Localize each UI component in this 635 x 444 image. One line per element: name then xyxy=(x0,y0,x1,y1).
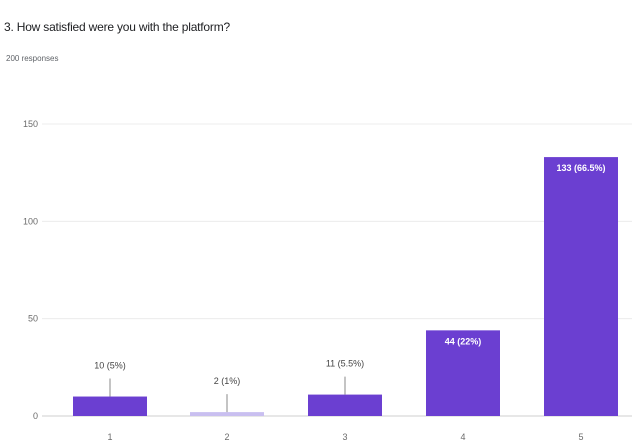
bar xyxy=(426,330,500,416)
x-tick-label: 5 xyxy=(578,432,583,442)
bar xyxy=(544,157,618,417)
data-labels: 10 (5%) 2 (1%) 11 (5.5%) 44 (22%) 133 (66.5%… xyxy=(94,163,605,386)
x-tick-label: 4 xyxy=(460,432,465,442)
y-tick-label: 0 xyxy=(33,411,38,421)
response-count: 200 responses xyxy=(6,54,59,63)
bar xyxy=(73,396,147,416)
bar xyxy=(308,394,382,416)
bars xyxy=(73,157,618,417)
data-label: 2 (1%) xyxy=(214,376,241,386)
question-title: 3. How satisfied were you with the platf… xyxy=(4,20,230,34)
data-label: 11 (5.5%) xyxy=(326,359,364,369)
y-axis-ticks: 0 50 100 150 xyxy=(23,119,38,421)
y-tick-label: 100 xyxy=(23,216,38,226)
bar xyxy=(190,412,264,416)
y-tick-label: 50 xyxy=(28,314,38,324)
x-tick-label: 2 xyxy=(224,432,229,442)
data-label: 10 (5%) xyxy=(94,361,126,371)
x-tick-label: 3 xyxy=(342,432,347,442)
x-tick-label: 1 xyxy=(107,432,112,442)
y-tick-label: 150 xyxy=(23,119,38,129)
x-axis-ticks: 1 2 3 4 5 xyxy=(107,432,583,442)
gridlines xyxy=(42,123,632,417)
data-label: 133 (66.5%) xyxy=(556,163,605,173)
data-label: 44 (22%) xyxy=(445,336,482,346)
